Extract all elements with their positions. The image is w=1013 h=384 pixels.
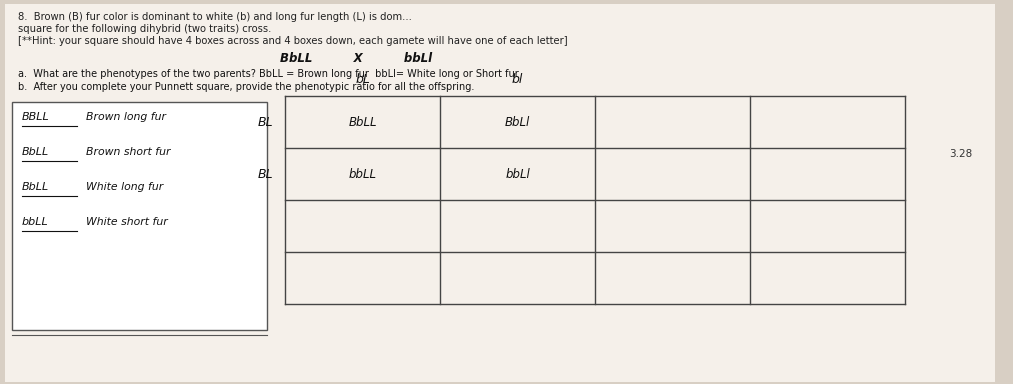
Text: White long fur: White long fur	[86, 182, 163, 192]
Text: 8.  Brown (B) fur color is dominant to white (b) and long fur length (L) is dom.: 8. Brown (B) fur color is dominant to wh…	[18, 12, 412, 22]
Text: BbLl: BbLl	[504, 116, 530, 129]
Text: BbLL          X          bbLl: BbLL X bbLl	[280, 52, 433, 65]
Text: BbLL: BbLL	[22, 182, 50, 192]
Text: BBLL: BBLL	[22, 112, 50, 122]
Text: BL: BL	[257, 116, 272, 129]
Text: bL: bL	[356, 73, 370, 86]
Text: 3.28: 3.28	[949, 149, 972, 159]
Text: bl: bl	[512, 73, 523, 86]
Text: bbLL: bbLL	[22, 217, 49, 227]
Text: bbLL: bbLL	[348, 167, 377, 180]
Text: [**Hint: your square should have 4 boxes across and 4 boxes down, each gamete wi: [**Hint: your square should have 4 boxes…	[18, 36, 567, 46]
Text: BbLL: BbLL	[348, 116, 377, 129]
Text: BbLL: BbLL	[22, 147, 50, 157]
FancyBboxPatch shape	[5, 4, 995, 382]
Text: bbLl: bbLl	[505, 167, 530, 180]
Text: Brown short fur: Brown short fur	[86, 147, 170, 157]
Text: b.  After you complete your Punnett square, provide the phenotypic ratio for all: b. After you complete your Punnett squar…	[18, 82, 474, 92]
FancyBboxPatch shape	[12, 102, 267, 330]
Text: square for the following dihybrid (two traits) cross.: square for the following dihybrid (two t…	[18, 24, 271, 34]
Text: White short fur: White short fur	[86, 217, 168, 227]
Text: Brown long fur: Brown long fur	[86, 112, 166, 122]
Text: BL: BL	[257, 167, 272, 180]
Text: a.  What are the phenotypes of the two parents? BbLL = Brown long fur  bbLl= Whi: a. What are the phenotypes of the two pa…	[18, 69, 519, 79]
